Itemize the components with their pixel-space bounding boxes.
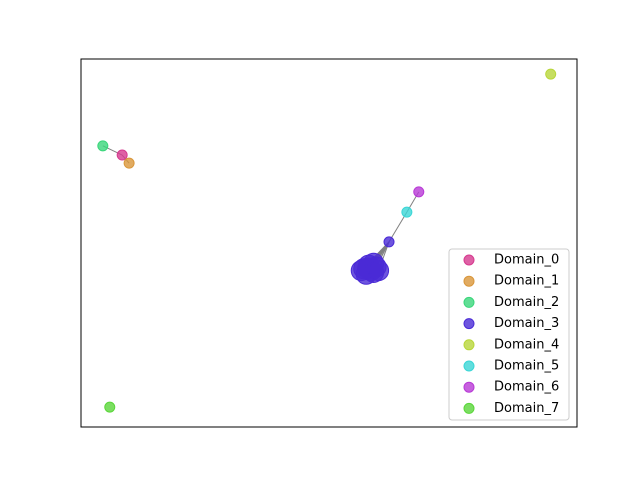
legend: Domain_0 Domain_1 Domain_2 Domain_3 Domain_4… xyxy=(463,253,559,416)
legend-marker xyxy=(463,381,475,393)
legend-label: Domain_7 xyxy=(494,401,559,416)
legend-marker xyxy=(463,318,475,330)
point xyxy=(545,68,557,80)
legend-label: Domain_1 xyxy=(494,274,559,289)
point xyxy=(116,149,128,161)
legend-box xyxy=(448,248,570,421)
point xyxy=(104,401,116,413)
points xyxy=(97,68,557,413)
legend-label: Domain_2 xyxy=(494,295,559,310)
legend-marker xyxy=(463,402,475,414)
point xyxy=(401,206,413,218)
edge xyxy=(388,211,408,243)
legend-label: Domain_5 xyxy=(494,359,559,374)
legend-marker xyxy=(463,360,475,372)
plot-frame xyxy=(80,58,578,428)
legend-label: Domain_3 xyxy=(494,316,559,331)
legend-label: Domain_4 xyxy=(494,337,559,352)
point xyxy=(368,260,390,282)
legend-label: Domain_6 xyxy=(494,380,559,395)
legend-marker xyxy=(463,296,475,308)
point xyxy=(97,140,109,152)
legend-marker xyxy=(463,339,475,351)
point xyxy=(383,236,395,248)
legend-marker xyxy=(463,275,475,287)
legend-label: Domain_0 xyxy=(494,253,559,268)
point xyxy=(413,186,425,198)
point xyxy=(123,157,135,169)
legend-marker xyxy=(463,254,475,266)
